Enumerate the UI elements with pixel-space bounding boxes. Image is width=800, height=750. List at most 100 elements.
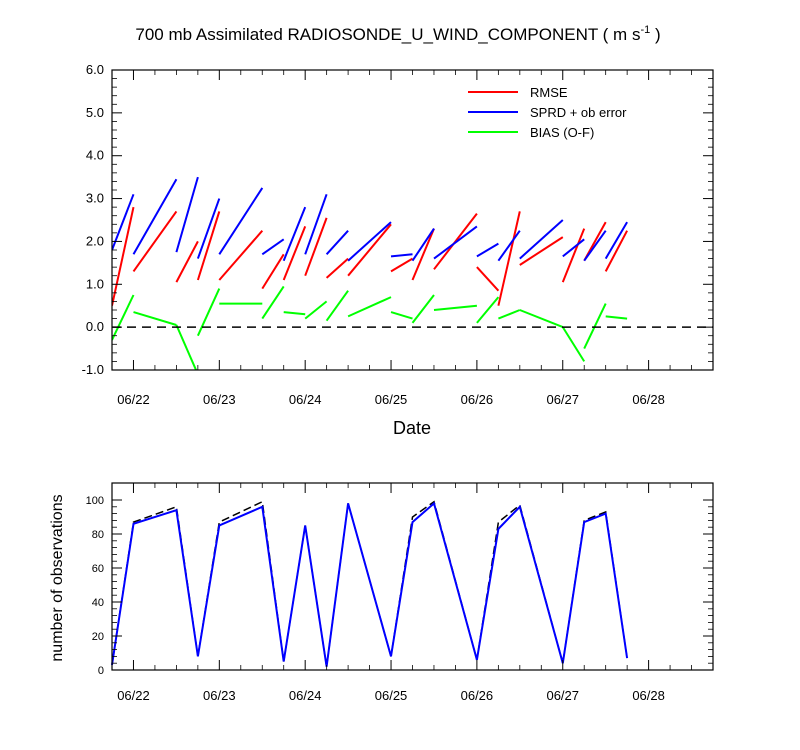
obs-xtick-label: 06/25 — [375, 688, 408, 703]
bias-o-f-line-segment — [583, 303, 607, 350]
stats-axes: -1.0 0.0 1.0 2.0 3.0 4.0 5.0 6.0 06/22 06/23 06/24… — [82, 62, 714, 407]
legend: RMSE SPRD + ob error BIAS (O-F) — [468, 85, 627, 140]
rmse-line-segment — [519, 236, 564, 266]
obs-xtick-label: 06/28 — [632, 688, 665, 703]
rmse-line-segment — [476, 266, 500, 292]
stats-ytick-label: 3.0 — [86, 191, 104, 206]
figure-title: 700 mb Assimilated RADIOSONDE_U_WIND_COM… — [135, 24, 660, 44]
title-text: 700 mb Assimilated RADIOSONDE_U_WIND_COM… — [135, 25, 640, 44]
rmse-line-segment — [347, 223, 392, 277]
rmse-line-segment — [112, 206, 135, 306]
sprd-ob-error-line-segment — [390, 253, 413, 258]
obs-ytick-label: 40 — [92, 597, 104, 609]
bias-o-f-line-segment — [433, 304, 477, 311]
rmse-line-segment — [218, 230, 264, 281]
rmse-line-segment — [604, 230, 628, 272]
stats-series-group — [112, 176, 628, 370]
series-bias-o-f — [112, 285, 628, 370]
sprd-ob-error-line-segment — [604, 221, 628, 260]
sprd-ob-error-line-segment — [325, 230, 349, 255]
rmse-line-segment — [304, 217, 328, 277]
sprd-ob-error-line-segment — [583, 230, 607, 262]
stats-xtick-label: 06/28 — [632, 392, 665, 407]
obs-xtick-label: 06/26 — [461, 688, 494, 703]
series-observations-used — [111, 501, 629, 667]
series-sprd-ob-error — [112, 176, 628, 262]
obs-ytick-label: 20 — [92, 631, 104, 643]
sprd-ob-error-line-segment — [497, 230, 521, 262]
stats-ytick-label: 6.0 — [86, 62, 104, 77]
rmse-line-segment — [282, 226, 307, 281]
x-axis-label: Date — [393, 418, 431, 438]
obs-frame — [111, 482, 714, 671]
sprd-ob-error-line-segment — [196, 198, 221, 259]
rmse-line-segment — [196, 211, 221, 281]
bias-o-f-line-segment — [304, 300, 328, 320]
sprd-ob-error-line-segment — [261, 238, 285, 256]
bias-o-f-line-segment — [133, 311, 177, 326]
obs-ytick-label: 80 — [92, 529, 104, 541]
sprd-ob-error-line-segment — [519, 219, 564, 260]
observations-axes: 0 20 40 60 80 100 06/22 06/23 06/24 06/25 06/26 06/… — [86, 482, 714, 703]
bias-o-f-line-segment — [605, 315, 628, 320]
stats-ytick-label: 4.0 — [86, 148, 104, 163]
bias-o-f-line-segment — [175, 324, 198, 370]
rmse-line-segment — [261, 253, 285, 290]
stats-ytick-label: 1.0 — [86, 276, 104, 291]
rmse-line-segment — [325, 257, 349, 279]
legend-label-rmse: RMSE — [530, 85, 568, 100]
stats-ytick-label: 0.0 — [86, 319, 104, 334]
legend-label-sprd-ob-error: SPRD + ob error — [530, 105, 627, 120]
stats-xtick-label: 06/22 — [117, 392, 150, 407]
bias-o-f-line-segment — [196, 288, 221, 337]
stats-xtick-label: 06/26 — [461, 392, 494, 407]
obs-xtick-label: 06/27 — [546, 688, 579, 703]
bias-o-f-line-segment — [411, 294, 435, 324]
stats-ytick-label: -1.0 — [82, 362, 104, 377]
observations-chart: 0 20 40 60 80 100 06/22 06/23 06/24 06/25 06/26 06/… — [49, 482, 714, 703]
sprd-ob-error-line-segment — [347, 221, 392, 262]
sprd-ob-error-line-segment — [218, 187, 264, 255]
title-superscript: -1 — [640, 24, 650, 36]
obs-xtick-label: 06/23 — [203, 688, 236, 703]
rmse-line-segment — [411, 228, 435, 281]
rmse-line-segment — [561, 228, 586, 283]
bias-o-f-line-segment — [261, 285, 285, 320]
sprd-ob-error-line-segment — [112, 193, 135, 251]
rmse-line-segment — [175, 240, 199, 283]
obs-xtick-label: 06/22 — [117, 688, 150, 703]
sprd-ob-error-line-segment — [433, 225, 478, 260]
stats-xtick-label: 06/24 — [289, 392, 322, 407]
rmse-line-segment — [132, 210, 178, 272]
bias-o-f-line-segment — [390, 311, 413, 320]
sprd-ob-error-line-segment — [562, 238, 585, 258]
bias-o-f-line-segment — [325, 290, 349, 322]
stats-ytick-label: 5.0 — [86, 105, 104, 120]
bias-o-f-line-segment — [561, 326, 586, 362]
bias-o-f-line-segment — [498, 309, 521, 320]
stats-xtick-label: 06/27 — [546, 392, 579, 407]
stats-xtick-label: 06/25 — [375, 392, 408, 407]
obs-xtick-label: 06/24 — [289, 688, 322, 703]
bias-o-f-line-segment — [112, 294, 135, 341]
sprd-ob-error-line-segment — [282, 206, 307, 262]
stats-ytick-label: 2.0 — [86, 233, 104, 248]
y-axis-label: number of observations — [49, 494, 66, 661]
sprd-ob-error-line-segment — [411, 228, 435, 262]
bias-o-f-line-segment — [476, 296, 500, 324]
bias-o-f-line-segment — [283, 311, 306, 316]
obs-ytick-label: 100 — [86, 495, 104, 507]
sprd-ob-error-line-segment — [175, 176, 199, 253]
bias-o-f-line-segment — [519, 309, 564, 329]
sprd-ob-error-line-segment — [304, 193, 328, 255]
obs-ytick-label: 60 — [92, 563, 104, 575]
obs-ytick-label: 0 — [98, 665, 104, 677]
rmse-line-segment — [390, 257, 414, 273]
sprd-ob-error-line-segment — [132, 178, 178, 255]
observations-series-group — [111, 500, 629, 667]
rmse-line-segment — [497, 211, 521, 306]
series-observations-possible — [111, 500, 628, 667]
stats-xtick-label: 06/23 — [203, 392, 236, 407]
stats-chart: -1.0 0.0 1.0 2.0 3.0 4.0 5.0 6.0 06/22 06/23 06/24… — [82, 62, 714, 438]
